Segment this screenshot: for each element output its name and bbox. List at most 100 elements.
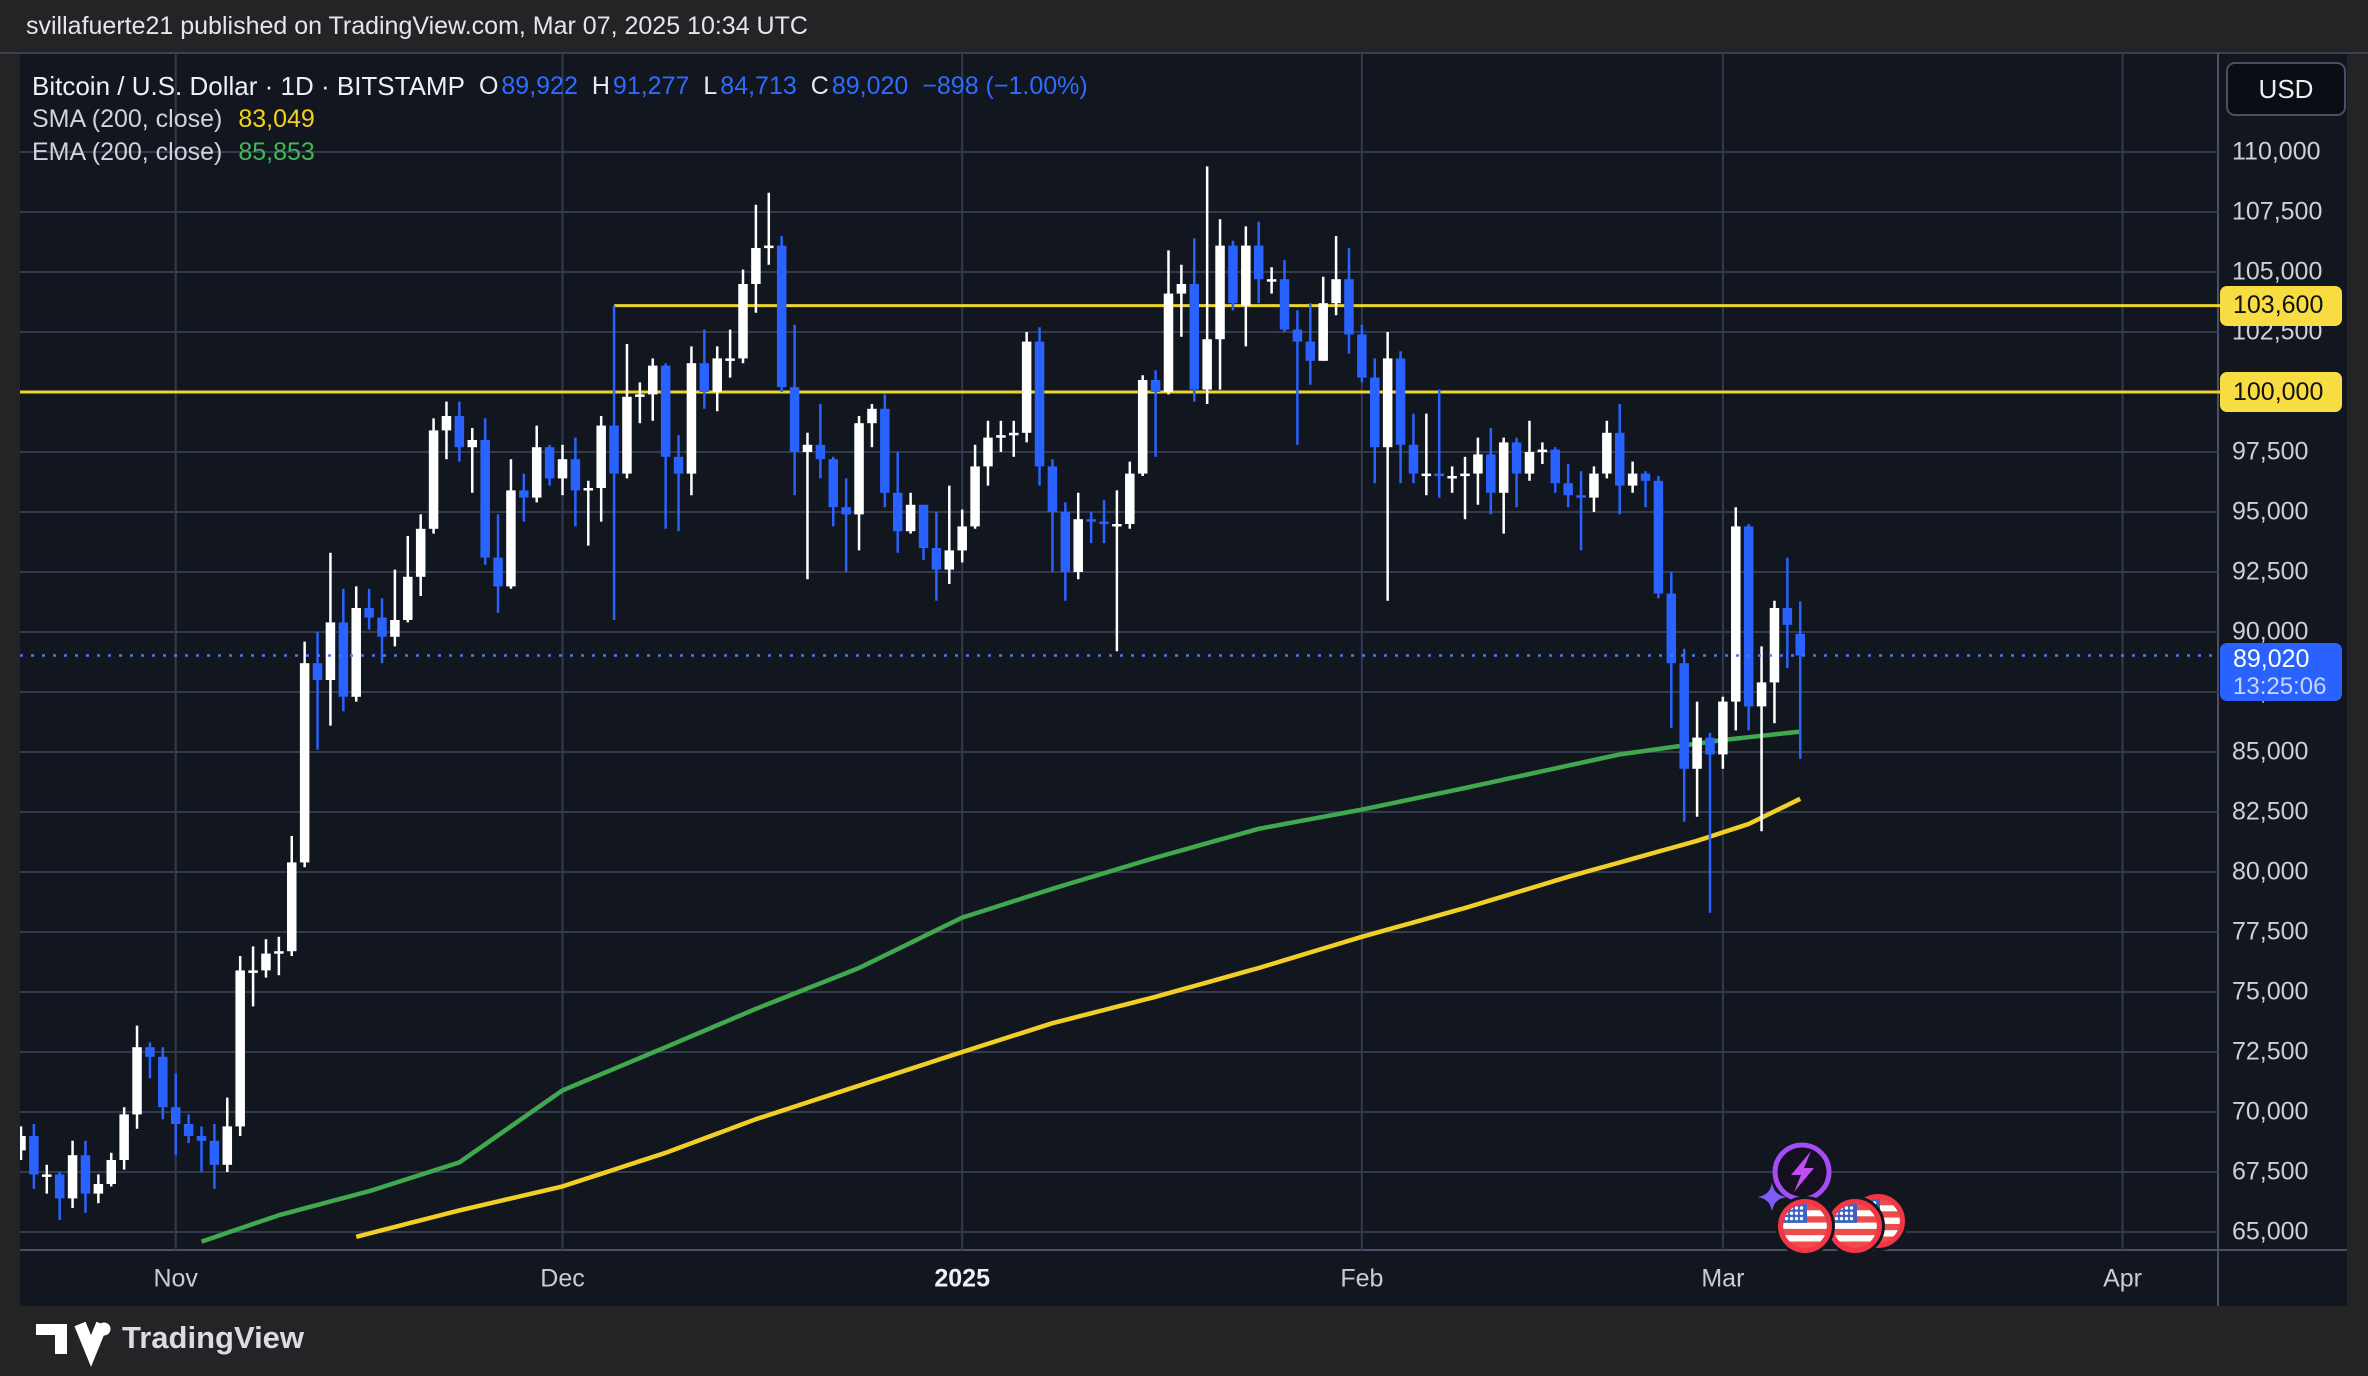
candle-body [80, 1155, 91, 1194]
sma-label: SMA (200, close) [32, 105, 223, 133]
y-axis-label: 107,500 [2232, 197, 2323, 226]
legend-sma-row[interactable]: SMA (200, close) 83,049 [32, 103, 1088, 136]
candle-body [789, 387, 800, 452]
candle-body [841, 507, 851, 515]
candle-body [931, 548, 942, 570]
candle-body [93, 1184, 104, 1194]
candle-body [1705, 737, 1715, 755]
sma-200-line [355, 796, 1802, 1239]
candle-body [970, 466, 980, 527]
candle-body [776, 245, 787, 388]
current-price-label: 89,020 13:25:06 [2220, 642, 2342, 701]
y-axis-label: 105,000 [2232, 257, 2323, 286]
candle-body [1511, 442, 1522, 474]
currency-button[interactable]: USD [2226, 62, 2346, 116]
x-axis-label-nov: Nov [153, 1264, 198, 1292]
candle-body [506, 490, 516, 587]
candle-body [570, 459, 581, 491]
candle-body [480, 440, 490, 558]
candle-body [1795, 633, 1805, 656]
candle-body [145, 1047, 155, 1057]
candle-body [196, 1136, 207, 1141]
candle-body [403, 576, 413, 620]
candle-body [880, 408, 890, 493]
us-flag-event-icon[interactable] [1775, 1196, 1835, 1256]
right-margin [2347, 53, 2368, 1306]
candlestick-series [20, 166, 1805, 1220]
open-label: O [478, 72, 499, 100]
candle-body [519, 490, 529, 498]
candle-body [1009, 432, 1019, 436]
candle-body [170, 1107, 181, 1124]
candle-body [1163, 293, 1174, 392]
tradingview-logo-text[interactable]: TradingView [122, 1320, 305, 1355]
candle-body [183, 1124, 194, 1136]
candle-body [1318, 303, 1328, 361]
candle-body [660, 365, 671, 457]
candle-body [248, 970, 258, 973]
candle-body [1228, 245, 1238, 304]
candle-body [1176, 284, 1187, 294]
candle-body [1679, 663, 1689, 769]
chart-top-border [0, 52, 2368, 54]
close-value: 89,020 [831, 72, 909, 100]
candle-body [1434, 473, 1444, 477]
candle-body [158, 1056, 168, 1108]
candle-body [1202, 339, 1212, 390]
candle-body [1292, 329, 1303, 342]
low-label: L [703, 72, 718, 100]
candle-body [364, 608, 374, 618]
candle-body [905, 504, 916, 532]
candle-body [441, 416, 452, 431]
candle-body [377, 617, 387, 637]
y-axis-label: 65,000 [2232, 1217, 2309, 1246]
candle-body [1073, 519, 1083, 572]
candle-body [712, 358, 722, 392]
candle-body [1653, 480, 1664, 594]
candle-body [1047, 466, 1058, 512]
time-axis[interactable]: Nov Dec 2025 Feb Mar Apr [0, 1251, 2368, 1306]
candle-body [686, 363, 697, 474]
ema-value: 85,853 [238, 138, 315, 166]
candle-body [132, 1047, 142, 1115]
candle-body [673, 456, 684, 474]
tradingview-logo-icon[interactable] [36, 1321, 111, 1367]
price-axis-border [2217, 53, 2219, 1306]
bar-countdown: 13:25:06 [2233, 672, 2327, 700]
candle-body [957, 526, 967, 551]
y-axis-label: 80,000 [2232, 857, 2309, 886]
candle-body [635, 394, 645, 397]
candle-body [1125, 473, 1135, 524]
y-axis-label: 97,500 [2232, 437, 2309, 466]
candle-body [1627, 473, 1638, 486]
candle-body [544, 447, 555, 479]
moving-averages [200, 729, 1802, 1244]
y-axis-label: 67,500 [2232, 1157, 2309, 1186]
grid-lines [20, 53, 2218, 1250]
candle-body [531, 447, 542, 498]
price-axis[interactable]: 65,000 67,500 70,000 72,500 75,000 77,500 80,0… [2219, 53, 2347, 1249]
x-axis-label-dec: Dec [540, 1264, 585, 1292]
legend-symbol-row[interactable]: Bitcoin / U.S. Dollar · 1D · BITSTAMP O … [32, 70, 1088, 103]
y-axis-label: 92,500 [2232, 557, 2309, 586]
level-lines [20, 304, 2222, 394]
candle-body [67, 1155, 78, 1199]
y-axis-label: 75,000 [2232, 977, 2309, 1006]
legend-ema-row[interactable]: EMA (200, close) 85,853 [32, 136, 1088, 169]
candle-body [828, 459, 839, 508]
y-axis-label: 110,000 [2232, 137, 2321, 166]
candle-body [738, 284, 748, 359]
time-axis-border [20, 1249, 2347, 1251]
candle-body [1305, 341, 1316, 361]
published-line: svillafuerte21 published on TradingView.… [26, 12, 808, 40]
candle-body [325, 622, 336, 680]
candle-body [996, 435, 1006, 438]
x-axis-label-apr: Apr [2103, 1264, 2142, 1292]
candle-body [390, 620, 400, 637]
candle-body [274, 951, 284, 954]
flash-event-icon[interactable] [1757, 1142, 1832, 1212]
candle-body [1589, 473, 1599, 498]
chart-legend: Bitcoin / U.S. Dollar · 1D · BITSTAMP O … [32, 70, 1088, 169]
